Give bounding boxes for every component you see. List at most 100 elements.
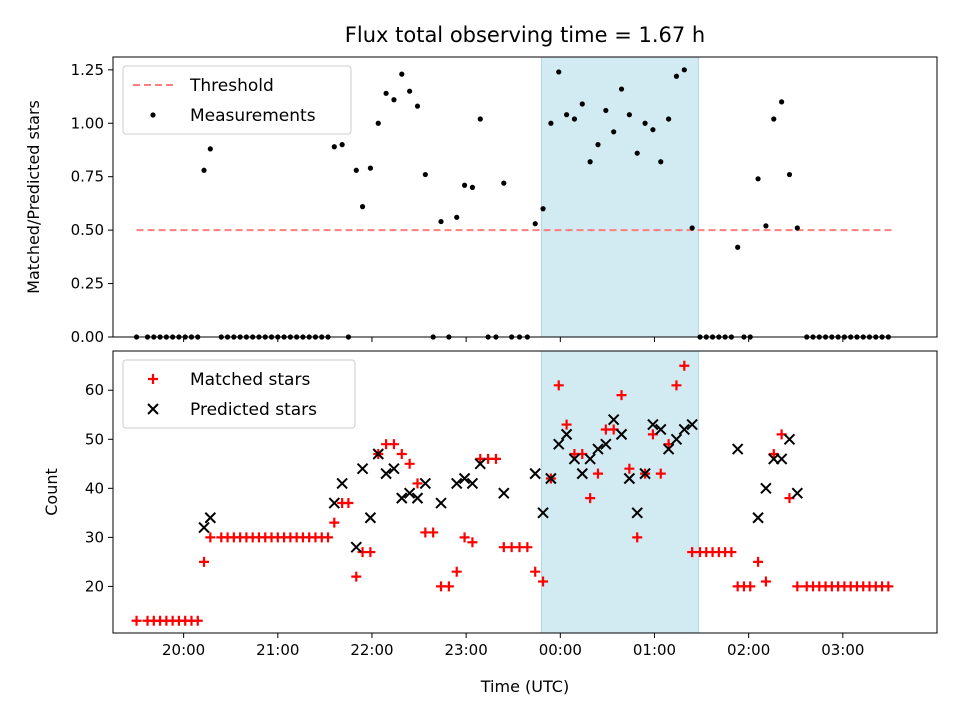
measurement-point [548, 120, 554, 126]
predicted-star-point [435, 497, 447, 509]
measurement-point [634, 150, 640, 156]
measurement-point [611, 129, 617, 135]
legend-marker [147, 403, 159, 415]
predicted-star-point [568, 453, 581, 465]
x-tick-label: 01:00 [633, 641, 676, 659]
matched-star-point [404, 458, 415, 469]
y-tick-label: 1.00 [71, 114, 104, 132]
measurement-point [339, 142, 345, 148]
matched-star-point [624, 463, 635, 474]
predicted-star-point [752, 512, 764, 524]
top-panel-ticks: 0.00 0.25 0.50 0.75 1.00 1.25 [71, 61, 844, 346]
measurement-point [779, 99, 785, 105]
matched-star-point [329, 517, 340, 528]
legend-marker [148, 374, 158, 384]
highlight-span-bottom [540, 350, 699, 634]
y-tick-label: 40 [85, 479, 104, 497]
legend-box [122, 359, 356, 429]
x-axis-label: Time (UTC) [480, 677, 569, 696]
matched-star-point [585, 493, 596, 504]
x-tick-label: 21:00 [256, 641, 299, 659]
predicted-star-point [791, 487, 804, 499]
matched-star-point [205, 532, 216, 543]
bottom-y-axis-label: Count [42, 468, 61, 516]
predicted-star-point [380, 467, 392, 480]
legend-label: Predicted stars [190, 400, 317, 420]
measurement-point [422, 171, 428, 178]
legend-label: Measurements [190, 106, 316, 126]
y-tick-label: 30 [85, 528, 104, 546]
predicted-star-point [198, 521, 210, 534]
measurement-point [540, 206, 546, 212]
legend-label: Threshold [189, 76, 274, 96]
predicted-star-point [451, 477, 463, 490]
measurement-point [501, 180, 507, 186]
measurement-point [391, 97, 397, 103]
matched-star-point [192, 615, 203, 626]
predicted-star-point [537, 507, 549, 519]
legend-label: Matched stars [190, 370, 310, 390]
matched-star-point [792, 581, 803, 592]
top-legend: Threshold Measurements [122, 65, 352, 135]
bottom-panel: 20:00 21:00 22:00 23:00 00:00 01:00 02:00 03:00… [42, 350, 938, 659]
matched-star-point [760, 576, 771, 587]
predicted-star-point [545, 472, 557, 485]
predicted-star-point [419, 477, 432, 490]
x-tick-label: 20:00 [162, 641, 205, 659]
measurement-point [755, 176, 761, 182]
measurement-point [331, 144, 337, 150]
top-panel-marks [133, 67, 895, 340]
predicted-star-point [204, 512, 217, 524]
predicted-star-point [670, 433, 683, 445]
matched-star-point [522, 542, 533, 553]
measurement-point [658, 159, 664, 165]
measurement-point [771, 116, 777, 122]
predicted-star-point [607, 413, 620, 426]
y-tick-label: 0.75 [71, 168, 104, 186]
predicted-star-point [336, 477, 348, 490]
matched-star-point [632, 532, 643, 543]
measurement-point [375, 120, 381, 126]
matched-star-point [655, 468, 666, 479]
matched-star-point [323, 532, 334, 543]
measurement-point [207, 146, 213, 152]
predicted-star-point [403, 487, 416, 499]
predicted-star-point [350, 541, 362, 553]
predicted-star-point [584, 453, 596, 465]
y-tick-label: 0.50 [71, 221, 104, 239]
predicted-star-point [655, 423, 667, 436]
measurement-point [579, 101, 585, 107]
matched-star-point [199, 556, 210, 567]
predicted-star-point [678, 423, 691, 436]
y-tick-label: 1.25 [71, 61, 104, 79]
top-panel-frame [112, 56, 938, 338]
matched-star-point [412, 478, 423, 489]
x-tick-label: 02:00 [727, 641, 770, 659]
matched-star-point [365, 547, 376, 558]
legend-box [122, 65, 352, 135]
measurement-point [407, 88, 413, 94]
predicted-star-point [328, 497, 341, 509]
measurement-point [642, 120, 648, 126]
top-y-axis-label: Matched/Predicted stars [24, 100, 43, 294]
predicted-star-point [396, 492, 408, 504]
predicted-star-point [529, 467, 541, 480]
matched-star-point [343, 498, 354, 509]
y-tick-label: 20 [85, 577, 104, 595]
bottom-legend: Matched stars Predicted stars [122, 359, 356, 429]
predicted-star-point [647, 418, 659, 431]
matched-star-point [726, 547, 737, 558]
predicted-star-point [466, 477, 479, 490]
measurement-point [438, 218, 444, 225]
matched-star-point [443, 581, 454, 592]
predicted-star-point [388, 462, 400, 475]
x-tick-label: 23:00 [445, 641, 488, 659]
matched-star-point [131, 615, 142, 626]
predicted-star-point [775, 453, 788, 465]
measurement-point [461, 182, 468, 188]
measurement-point [595, 142, 601, 148]
predicted-star-point [760, 482, 772, 495]
measurement-point [735, 244, 741, 250]
measurement-point [673, 73, 680, 79]
